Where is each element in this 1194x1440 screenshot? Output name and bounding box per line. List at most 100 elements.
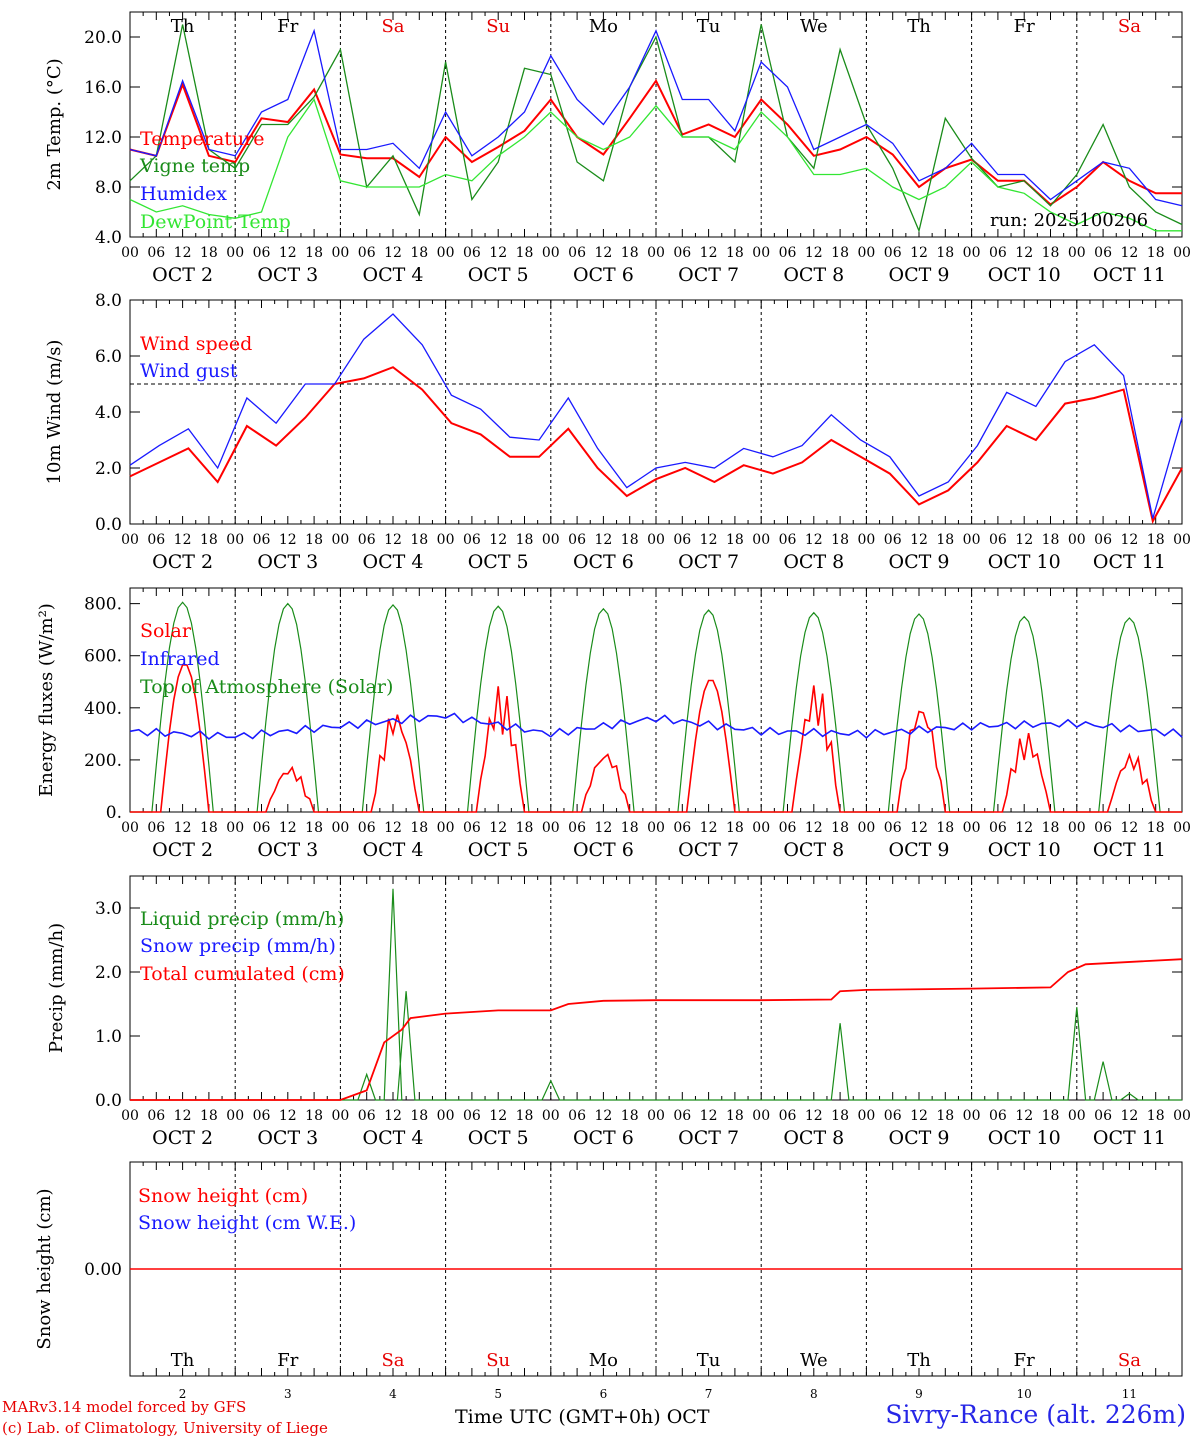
legend-snow-precip-mm-h-: Snow precip (mm/h)	[140, 935, 336, 957]
date-label: OCT 5	[468, 839, 529, 861]
date-label: OCT 7	[678, 1127, 739, 1149]
date-label: OCT 8	[783, 839, 844, 861]
hour-tick-label: 12	[700, 1108, 718, 1124]
date-label: OCT 9	[889, 839, 950, 861]
series-dewpoint-temp	[129, 98, 1182, 232]
hour-tick-label: 18	[410, 820, 428, 836]
hour-tick-label: 12	[805, 1108, 823, 1124]
hour-tick-label: 06	[253, 1108, 271, 1124]
hour-tick-label: 12	[384, 532, 402, 548]
hour-tick-label: 06	[779, 245, 797, 261]
hour-tick-label: 06	[989, 820, 1007, 836]
hour-tick-label: 12	[489, 245, 507, 261]
hour-tick-label: 06	[779, 532, 797, 548]
date-label: OCT 11	[1093, 264, 1166, 286]
date-label: OCT 2	[152, 551, 213, 573]
hour-tick-label: 00	[121, 1108, 139, 1124]
hour-tick-label: 06	[147, 532, 165, 548]
date-label: OCT 11	[1093, 839, 1166, 861]
y-tick-label: 12.0	[84, 128, 122, 148]
hour-tick-label: 06	[147, 820, 165, 836]
hour-tick-label: 12	[1120, 245, 1138, 261]
hour-tick-label: 12	[1120, 532, 1138, 548]
y-tick-label: 2.0	[95, 963, 122, 983]
hour-tick-label: 12	[910, 820, 928, 836]
hour-tick-label: 18	[831, 245, 849, 261]
hour-tick-label: 12	[279, 1108, 297, 1124]
weekday-label: Sa	[1118, 16, 1141, 37]
hour-tick-label: 06	[884, 532, 902, 548]
hour-tick-label: 12	[1120, 820, 1138, 836]
day-number-label: 5	[494, 1387, 502, 1401]
hour-tick-label: 12	[594, 245, 612, 261]
y-tick-label: 4.0	[95, 228, 122, 248]
hour-tick-label: 12	[174, 820, 192, 836]
hour-tick-label: 18	[516, 1108, 534, 1124]
hour-tick-label: 06	[989, 1108, 1007, 1124]
y-tick-label: 8.0	[95, 291, 122, 311]
hour-tick-label: 06	[673, 245, 691, 261]
hour-tick-label: 18	[305, 820, 323, 836]
hour-tick-label: 06	[989, 245, 1007, 261]
hour-tick-label: 06	[673, 532, 691, 548]
date-label: OCT 5	[468, 551, 529, 573]
legend-infrared: Infrared	[140, 648, 220, 670]
date-label: OCT 4	[363, 1127, 424, 1149]
date-label: OCT 11	[1093, 551, 1166, 573]
y-tick-label: 400.	[84, 699, 122, 719]
date-label: OCT 6	[573, 264, 634, 286]
y-tick-label: 0.00	[84, 1260, 122, 1280]
hour-tick-label: 12	[700, 245, 718, 261]
hour-tick-label: 12	[805, 245, 823, 261]
hour-tick-label: 00	[1173, 820, 1191, 836]
hour-tick-label: 06	[568, 532, 586, 548]
hour-tick-label: 00	[121, 820, 139, 836]
hour-tick-label: 18	[410, 532, 428, 548]
y-tick-label: 8.0	[95, 178, 122, 198]
hour-tick-label: 12	[700, 820, 718, 836]
y-tick-label: 20.0	[84, 28, 122, 48]
hour-tick-label: 06	[673, 820, 691, 836]
hour-tick-label: 00	[752, 1108, 770, 1124]
hour-tick-label: 12	[910, 245, 928, 261]
hour-tick-label: 12	[489, 820, 507, 836]
weekday-label: Th	[171, 1350, 195, 1371]
series-vigne-temp	[129, 24, 1183, 233]
date-label: OCT 3	[257, 551, 318, 573]
hour-tick-label: 18	[936, 532, 954, 548]
y-tick-label: 800.	[84, 595, 122, 615]
weekday-label: Mo	[589, 1350, 618, 1371]
hour-tick-label: 12	[594, 820, 612, 836]
date-label: OCT 6	[573, 839, 634, 861]
site-name: Sivry-Rance (alt. 226m)	[885, 1400, 1186, 1429]
plot-frame	[129, 299, 1183, 525]
hour-tick-label: 00	[121, 245, 139, 261]
hour-tick-label: 00	[226, 1108, 244, 1124]
day-number-label: 2	[179, 1387, 187, 1401]
series-total-cumulated	[130, 958, 1183, 1101]
hour-tick-label: 18	[1147, 820, 1165, 836]
date-label: OCT 2	[152, 264, 213, 286]
hour-tick-label: 00	[857, 820, 875, 836]
hour-tick-label: 00	[1068, 245, 1086, 261]
hour-tick-label: 18	[1147, 245, 1165, 261]
y-tick-label: 1.0	[95, 1027, 122, 1047]
weekday-label: Fr	[277, 1350, 298, 1371]
series-temperature	[129, 78, 1182, 206]
hour-tick-label: 00	[331, 820, 349, 836]
weekday-label: Fr	[1014, 16, 1035, 37]
hour-tick-label: 00	[437, 820, 455, 836]
legend-total-cumulated-cm-: Total cumulated (cm)	[140, 963, 345, 985]
hour-tick-label: 06	[884, 1108, 902, 1124]
date-label: OCT 8	[783, 551, 844, 573]
hour-tick-label: 06	[358, 1108, 376, 1124]
series-solar	[130, 664, 1182, 813]
hour-tick-label: 06	[463, 1108, 481, 1124]
hour-tick-label: 18	[831, 1108, 849, 1124]
legend-humidex: Humidex	[140, 183, 227, 205]
hour-tick-label: 18	[936, 245, 954, 261]
hour-tick-label: 18	[1042, 820, 1060, 836]
y-tick-label: 16.0	[84, 78, 122, 98]
legend-snow-height-cm-: Snow height (cm)	[138, 1185, 308, 1207]
weekday-label: Sa	[381, 16, 404, 37]
